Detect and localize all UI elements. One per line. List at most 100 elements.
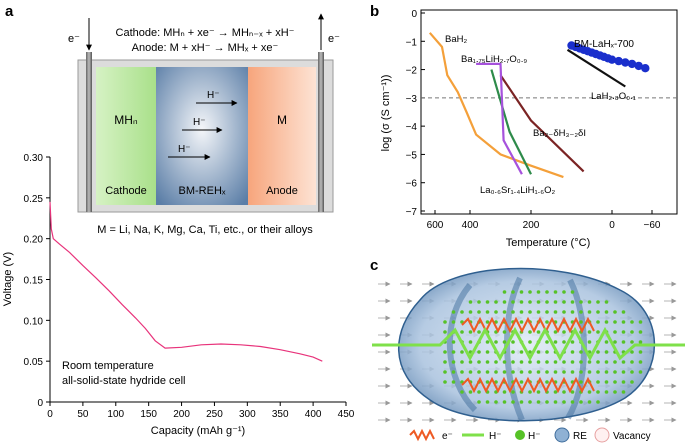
hydride-dot <box>613 370 617 374</box>
hydride-dot <box>545 380 549 384</box>
label-bah2: BaH₂ <box>445 34 467 45</box>
hydride-dot <box>460 310 464 314</box>
hydride-dot <box>596 400 600 404</box>
hydride-dot <box>443 330 447 334</box>
conductivity-x-tick-label: 600 <box>427 220 444 231</box>
discharge-y-tick-label: 0.30 <box>24 153 44 164</box>
hydride-dot <box>519 290 524 294</box>
hydride-dot <box>502 290 507 294</box>
discharge-annotation-2: all-solid-state hydride cell <box>62 375 186 387</box>
hydride-dot <box>562 360 566 364</box>
hydride-conduction-illustration: e⁻ H⁻ H⁻ RE Vacancy <box>372 267 685 443</box>
hydride-dot <box>570 290 575 294</box>
hydride-dot <box>528 340 532 344</box>
hydride-dot <box>536 310 541 314</box>
conductivity-x-tick-label: 200 <box>523 220 540 231</box>
hydride-dot <box>485 400 490 404</box>
conductivity-series-line <box>428 32 564 179</box>
hydride-dot <box>545 360 549 364</box>
hydride-dot <box>485 310 490 314</box>
legend-rare-earth-label: RE <box>573 431 587 442</box>
discharge-curve <box>49 201 323 362</box>
hydride-dot <box>477 300 481 304</box>
hydride-dot <box>519 350 524 354</box>
discharge-y-tick-label: 0.05 <box>24 357 44 368</box>
hydride-dot <box>468 360 473 364</box>
discharge-x-tick-label: 250 <box>206 409 223 420</box>
hydride-dot <box>596 320 600 324</box>
hydride-dot <box>570 370 575 374</box>
hydride-dot <box>562 340 566 344</box>
hydride-dot <box>485 340 490 344</box>
hydride-label-2: H⁻ <box>193 117 206 128</box>
hydride-dot <box>468 390 473 394</box>
hydride-dot <box>553 340 558 344</box>
hydride-dot <box>460 330 464 334</box>
hydride-dot <box>596 380 600 384</box>
cathode-label: Cathode <box>105 185 147 197</box>
discharge-annotation-1: Room temperature <box>62 360 154 372</box>
conductivity-series-line <box>566 48 626 88</box>
hydride-dot <box>536 330 541 334</box>
hydride-dot <box>604 300 609 304</box>
hydride-dot <box>621 310 626 314</box>
hydride-dot <box>502 390 507 394</box>
hydride-dot <box>477 330 481 334</box>
hydride-dot <box>570 400 575 404</box>
hydride-dot <box>485 350 490 354</box>
panel-c-legend: e⁻ H⁻ H⁻ RE Vacancy <box>409 427 651 443</box>
legend-electron-swatch <box>409 428 435 442</box>
hydride-dot <box>502 330 507 334</box>
hydride-dot <box>477 350 481 354</box>
hydride-dot <box>570 300 575 304</box>
hydride-label-3: H⁻ <box>178 144 191 155</box>
legend-hydride-path-label: H⁻ <box>489 431 502 442</box>
hydride-dot <box>579 320 583 324</box>
hydride-dot <box>553 330 558 334</box>
discharge-y-label: Voltage (V) <box>2 252 14 306</box>
hydride-dot <box>545 320 549 324</box>
hydride-dot <box>630 320 634 324</box>
label-ba175: Ba₁.₇₅LiH₂.₇O₀.₉ <box>461 54 527 65</box>
panel-a-label: a <box>5 3 14 20</box>
hydride-dot <box>451 310 456 314</box>
hydride-dot <box>570 390 575 394</box>
hydride-dot <box>604 310 609 314</box>
hydride-dot <box>468 330 473 334</box>
label-lah28: LaH₂.₈O₀.₁ <box>591 91 636 102</box>
hydride-dot <box>519 360 524 364</box>
hydride-dot <box>528 310 532 314</box>
hydride-dot <box>494 300 498 304</box>
discharge-y-tick-label: 0.15 <box>24 276 44 287</box>
hydride-dot <box>621 390 626 394</box>
hydride-dot <box>562 370 566 374</box>
hydride-dot <box>536 400 541 404</box>
hydride-dot <box>613 380 617 384</box>
hydride-dot <box>638 320 643 324</box>
hydride-dot <box>545 290 549 294</box>
hydride-dot <box>443 360 447 364</box>
hydride-label-1: H⁻ <box>207 90 220 101</box>
hydride-dot <box>528 330 532 334</box>
conductivity-y-tick-label: −6 <box>406 179 418 190</box>
discharge-x-tick-label: 0 <box>47 409 53 420</box>
bm-lahx-point <box>621 58 630 67</box>
hydride-dot <box>443 320 447 324</box>
discharge-x-tick-label: 400 <box>305 409 322 420</box>
conductivity-series-line <box>499 74 585 173</box>
hydride-dot <box>621 320 626 324</box>
hydride-dot <box>596 390 600 394</box>
hydride-dot <box>494 400 498 404</box>
hydride-dot <box>451 350 456 354</box>
metal-definition: M = Li, Na, K, Mg, Ca, Ti, etc., or thei… <box>97 224 313 236</box>
hydride-dot <box>536 290 541 294</box>
hydride-dot <box>604 390 609 394</box>
hydride-dot <box>638 350 643 354</box>
electrolyte-region <box>156 67 248 205</box>
hydride-dot <box>604 320 609 324</box>
hydride-dot <box>545 400 549 404</box>
discharge-x-tick-label: 150 <box>140 409 157 420</box>
hydride-dot <box>604 350 609 354</box>
hydride-dot <box>587 310 592 314</box>
discharge-y-tick-label: 0.10 <box>24 316 44 327</box>
